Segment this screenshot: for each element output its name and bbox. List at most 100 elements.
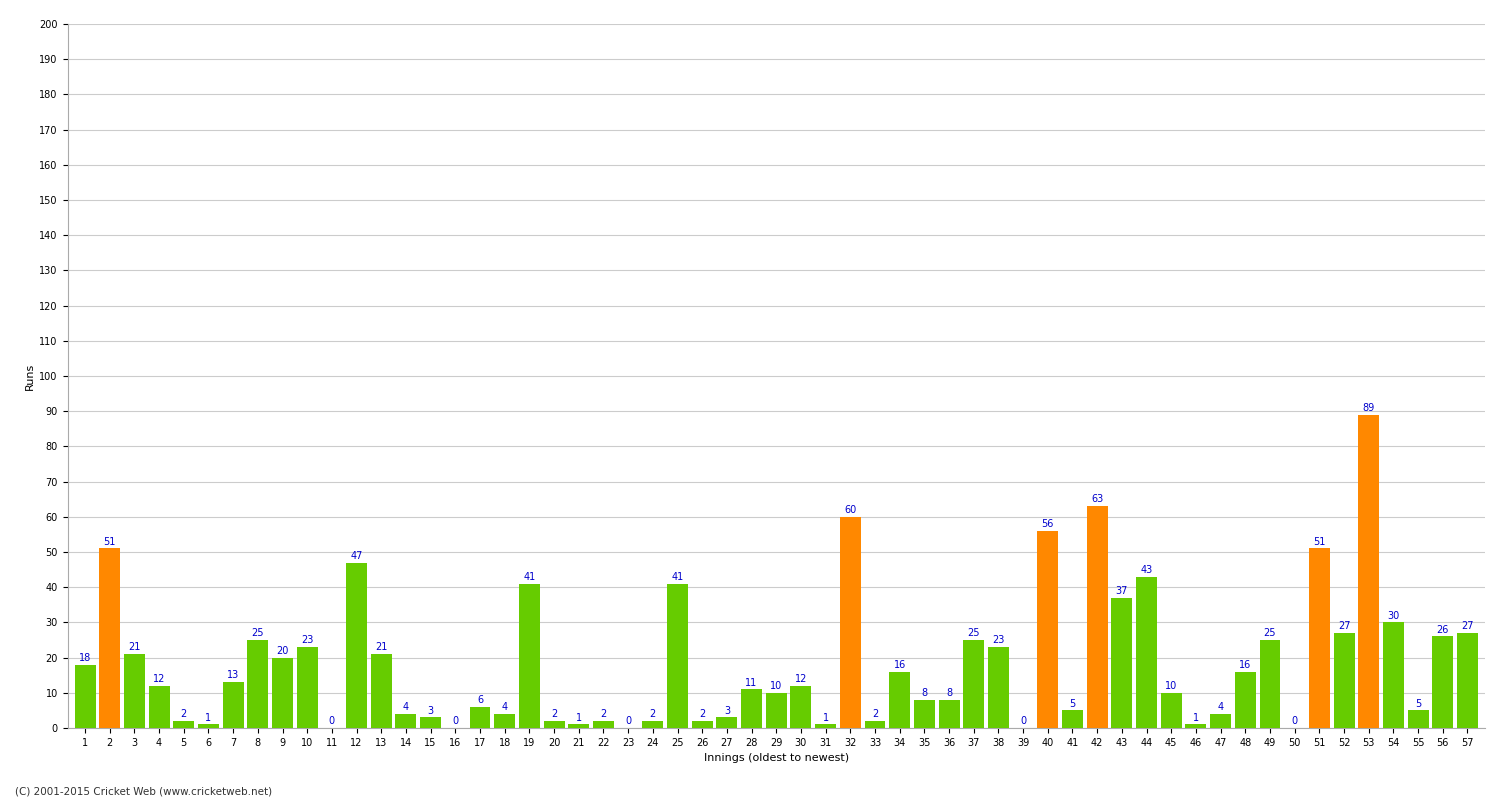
Text: 4: 4 bbox=[501, 702, 509, 712]
Text: 2: 2 bbox=[180, 710, 188, 719]
Text: 2: 2 bbox=[871, 710, 877, 719]
Text: 2: 2 bbox=[699, 710, 705, 719]
Text: 0: 0 bbox=[626, 716, 632, 726]
Text: 11: 11 bbox=[746, 678, 758, 687]
Text: 10: 10 bbox=[770, 681, 783, 691]
Text: 26: 26 bbox=[1437, 625, 1449, 634]
Text: 41: 41 bbox=[524, 572, 536, 582]
Bar bbox=[222, 682, 243, 728]
Text: 37: 37 bbox=[1116, 586, 1128, 596]
Text: 41: 41 bbox=[672, 572, 684, 582]
Bar bbox=[297, 647, 318, 728]
Bar bbox=[717, 718, 738, 728]
Bar bbox=[370, 654, 392, 728]
Bar bbox=[1383, 622, 1404, 728]
Text: 1: 1 bbox=[206, 713, 212, 722]
Text: 25: 25 bbox=[252, 628, 264, 638]
Bar bbox=[1358, 414, 1378, 728]
Text: 1: 1 bbox=[1192, 713, 1198, 722]
Text: 16: 16 bbox=[894, 660, 906, 670]
Text: 16: 16 bbox=[1239, 660, 1251, 670]
Bar bbox=[543, 721, 564, 728]
Text: 0: 0 bbox=[1020, 716, 1026, 726]
Bar bbox=[1234, 672, 1256, 728]
Text: 6: 6 bbox=[477, 695, 483, 705]
Text: 13: 13 bbox=[226, 670, 240, 681]
Text: 51: 51 bbox=[1312, 537, 1326, 546]
Bar bbox=[815, 725, 836, 728]
Bar bbox=[148, 686, 170, 728]
Text: 89: 89 bbox=[1362, 403, 1376, 413]
Bar bbox=[1161, 693, 1182, 728]
Bar bbox=[766, 693, 786, 728]
Bar bbox=[668, 584, 688, 728]
Bar bbox=[124, 654, 146, 728]
Bar bbox=[939, 700, 960, 728]
Bar bbox=[988, 647, 1010, 728]
Bar bbox=[1456, 633, 1478, 728]
Text: 5: 5 bbox=[1414, 698, 1420, 709]
Text: 25: 25 bbox=[1263, 628, 1276, 638]
Text: 27: 27 bbox=[1461, 622, 1473, 631]
Bar bbox=[568, 725, 590, 728]
Bar bbox=[864, 721, 885, 728]
Bar bbox=[1210, 714, 1231, 728]
Bar bbox=[1260, 640, 1281, 728]
Text: 60: 60 bbox=[844, 505, 856, 515]
Text: 8: 8 bbox=[946, 688, 952, 698]
Bar bbox=[1185, 725, 1206, 728]
Text: 25: 25 bbox=[968, 628, 980, 638]
Bar bbox=[420, 718, 441, 728]
Text: 10: 10 bbox=[1166, 681, 1178, 691]
Text: 2: 2 bbox=[600, 710, 606, 719]
Text: 2: 2 bbox=[650, 710, 656, 719]
Text: 20: 20 bbox=[276, 646, 288, 656]
Text: 51: 51 bbox=[104, 537, 116, 546]
Bar bbox=[692, 721, 712, 728]
Text: 4: 4 bbox=[1218, 702, 1224, 712]
Bar bbox=[346, 562, 368, 728]
Bar bbox=[642, 721, 663, 728]
Bar bbox=[1310, 549, 1330, 728]
Bar bbox=[1136, 577, 1156, 728]
Text: 8: 8 bbox=[921, 688, 927, 698]
Text: 0: 0 bbox=[328, 716, 334, 726]
Bar bbox=[174, 721, 195, 728]
Text: 43: 43 bbox=[1140, 565, 1152, 575]
Bar bbox=[1407, 710, 1428, 728]
Text: 18: 18 bbox=[80, 653, 92, 663]
Bar bbox=[396, 714, 417, 728]
Text: 2: 2 bbox=[550, 710, 556, 719]
Bar bbox=[1038, 531, 1059, 728]
Bar bbox=[840, 517, 861, 728]
Text: 23: 23 bbox=[992, 635, 1005, 646]
Bar bbox=[272, 658, 292, 728]
Text: 56: 56 bbox=[1041, 519, 1054, 529]
Text: 4: 4 bbox=[404, 702, 410, 712]
Bar bbox=[790, 686, 812, 728]
Text: 5: 5 bbox=[1070, 698, 1076, 709]
Text: 63: 63 bbox=[1090, 494, 1104, 505]
Bar bbox=[494, 714, 514, 728]
Bar bbox=[248, 640, 268, 728]
Bar bbox=[592, 721, 613, 728]
Text: 12: 12 bbox=[153, 674, 165, 684]
Text: 0: 0 bbox=[453, 716, 459, 726]
Bar bbox=[198, 725, 219, 728]
Bar bbox=[75, 665, 96, 728]
Text: (C) 2001-2015 Cricket Web (www.cricketweb.net): (C) 2001-2015 Cricket Web (www.cricketwe… bbox=[15, 786, 272, 796]
Text: 47: 47 bbox=[351, 551, 363, 561]
Bar bbox=[1432, 637, 1454, 728]
Bar bbox=[1112, 598, 1132, 728]
Bar bbox=[1062, 710, 1083, 728]
Text: 0: 0 bbox=[1292, 716, 1298, 726]
Text: 1: 1 bbox=[822, 713, 828, 722]
Bar bbox=[470, 707, 490, 728]
Bar bbox=[741, 690, 762, 728]
Text: 12: 12 bbox=[795, 674, 807, 684]
Text: 3: 3 bbox=[724, 706, 730, 716]
Bar bbox=[1334, 633, 1354, 728]
Bar bbox=[519, 584, 540, 728]
Text: 23: 23 bbox=[302, 635, 313, 646]
Text: 21: 21 bbox=[128, 642, 141, 652]
